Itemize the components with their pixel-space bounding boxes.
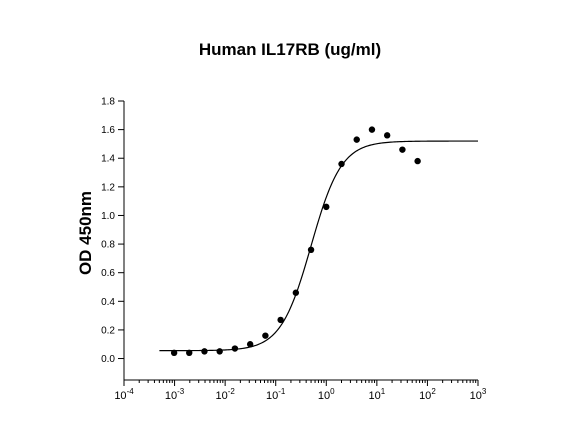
y-tick-label: 0.4 [101, 297, 115, 308]
y-tick-label: 1.2 [101, 182, 115, 193]
x-ticks: 10-4 10-3 10-2 10-1 100 101 102 103 [114, 380, 487, 402]
x-tick-label: 10-1 [266, 387, 286, 402]
data-point [383, 132, 391, 139]
y-tick-label: 0.2 [101, 325, 115, 336]
y-tick-label: 1.6 [101, 125, 115, 136]
x-tick-label: 100 [318, 387, 335, 402]
data-point [399, 146, 406, 153]
data-point [186, 349, 193, 357]
data-point [368, 126, 376, 133]
x-tick-label: 101 [369, 387, 386, 402]
y-tick-label: 0.8 [101, 240, 115, 251]
data-point [262, 332, 269, 339]
y-tick-label: 0.0 [101, 354, 115, 365]
data-point [231, 345, 239, 352]
y-tick-label: 1.8 [101, 97, 115, 108]
y-tick-label: 1.0 [101, 211, 115, 222]
x-tick-label: 102 [419, 387, 436, 402]
data-point [414, 157, 421, 165]
data-point [338, 160, 345, 168]
x-tick-label: 10-3 [165, 387, 185, 402]
y-ticks: 0.0 0.2 0.4 0.6 0.8 1.0 1.2 1.4 1.6 1.8 [101, 97, 124, 365]
data-point [216, 348, 223, 355]
x-tick-label: 10-4 [114, 387, 134, 402]
data-point [170, 349, 178, 357]
chart-title: Human IL17RB (ug/ml) [198, 40, 382, 59]
x-tick-label: 10-2 [215, 387, 235, 402]
x-tick-label: 103 [470, 387, 487, 402]
data-point [201, 348, 208, 355]
data-point [246, 341, 254, 348]
data-points [170, 126, 421, 357]
data-point [277, 316, 284, 324]
y-tick-label: 1.4 [101, 154, 115, 165]
data-point [292, 289, 300, 296]
data-point [307, 246, 315, 253]
data-point [353, 136, 360, 143]
y-tick-label: 0.6 [101, 268, 115, 279]
fit-curve [159, 140, 479, 352]
data-point [323, 203, 330, 211]
